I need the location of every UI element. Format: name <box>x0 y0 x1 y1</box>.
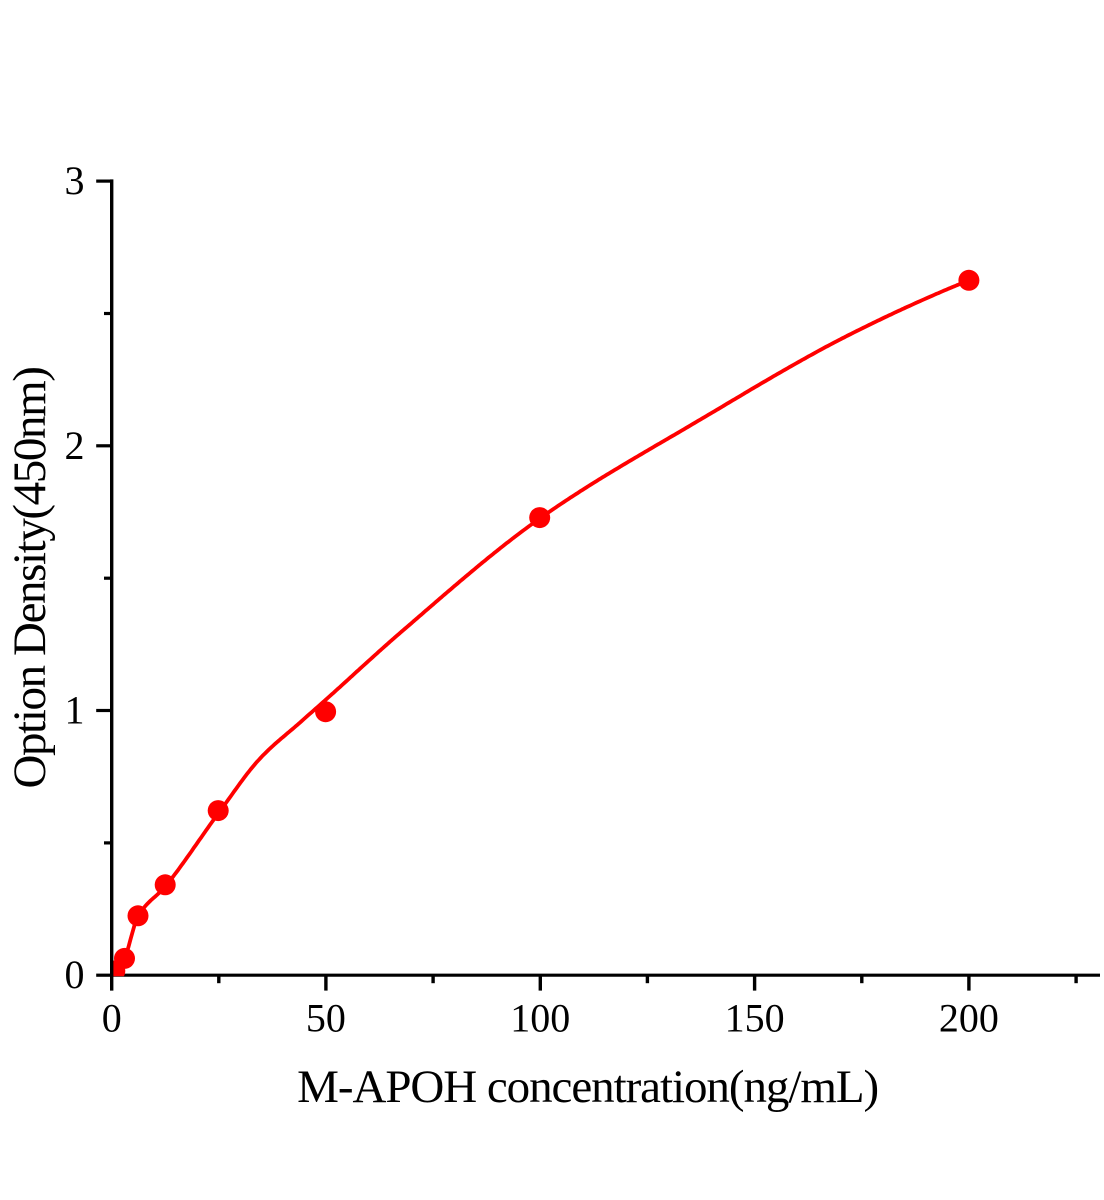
svg-text:Option Density(450nm): Option Density(450nm) <box>4 368 56 789</box>
svg-text:2: 2 <box>65 423 85 468</box>
svg-text:0: 0 <box>102 996 122 1041</box>
svg-text:200: 200 <box>939 996 999 1041</box>
svg-text:50: 50 <box>306 996 346 1041</box>
svg-text:0: 0 <box>65 952 85 997</box>
svg-text:150: 150 <box>725 996 785 1041</box>
svg-text:M-APOH concentration(ng/mL): M-APOH concentration(ng/mL) <box>297 1061 878 1113</box>
svg-text:1: 1 <box>65 688 85 733</box>
svg-text:100: 100 <box>510 996 570 1041</box>
svg-text:3: 3 <box>65 158 85 203</box>
